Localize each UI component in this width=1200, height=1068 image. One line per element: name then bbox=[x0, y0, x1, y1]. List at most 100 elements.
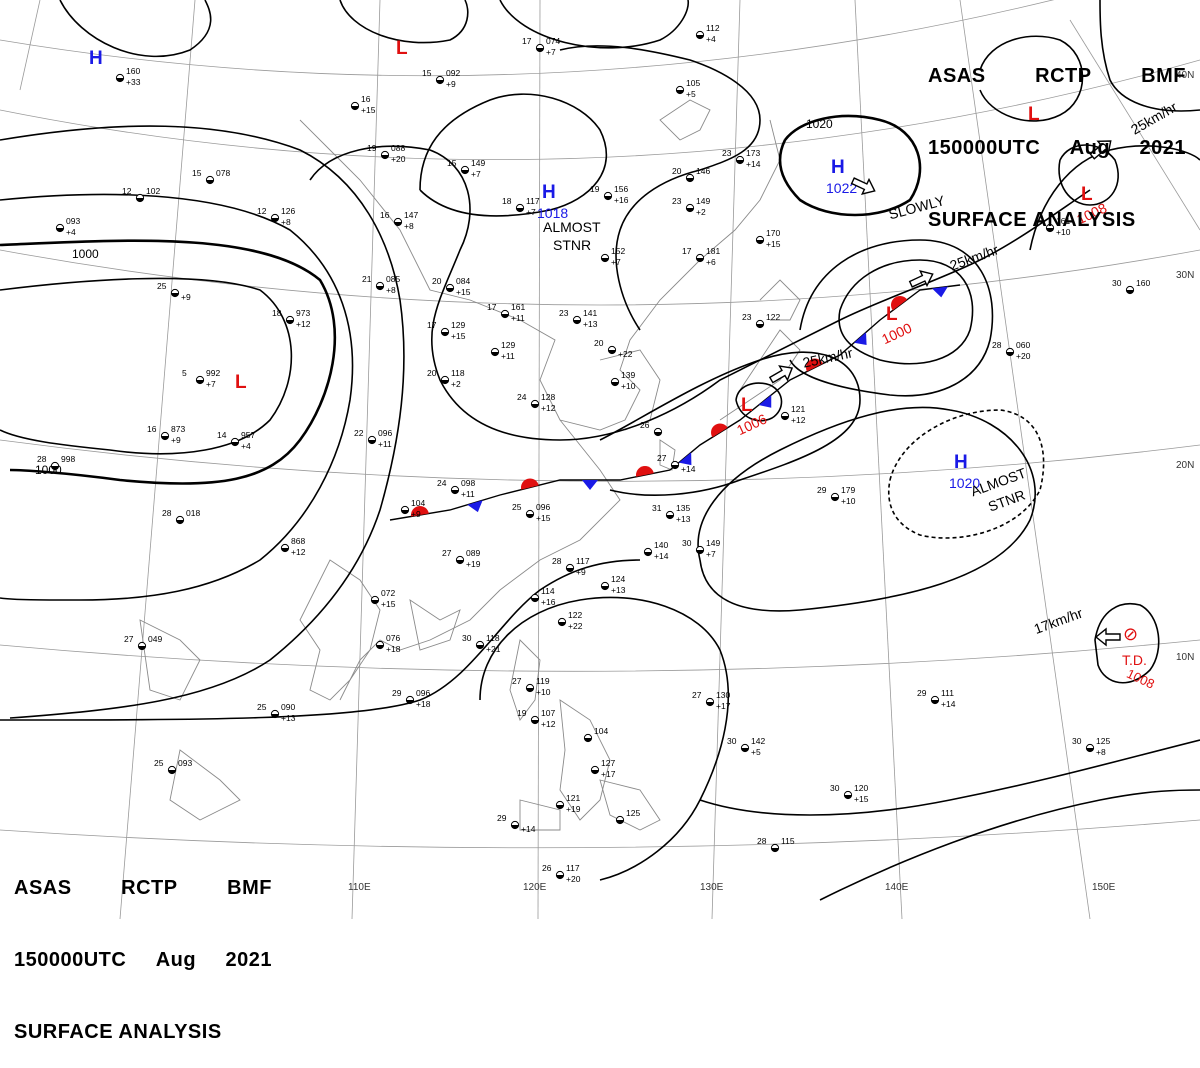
cloud-cover-icon bbox=[116, 78, 124, 82]
center-pressure: 1006 bbox=[734, 410, 769, 438]
isobars: 1000 1000 1020 bbox=[0, 0, 1200, 901]
station-temperature: 20 bbox=[432, 276, 442, 286]
station-pressure: 104 bbox=[411, 498, 425, 508]
station-pressure: 973 bbox=[296, 308, 310, 318]
station-temperature: 29 bbox=[817, 485, 827, 495]
station-temperature: 19 bbox=[367, 143, 377, 153]
station-report: 27 119+10 bbox=[512, 676, 551, 697]
chart-title-bottom: ASAS RCTP BMF 150000UTC Aug 2021 SURFACE… bbox=[14, 828, 272, 1068]
station-tendency: +13 bbox=[676, 514, 691, 524]
cloud-cover-icon bbox=[931, 700, 939, 704]
coastline bbox=[519, 799, 561, 831]
isobar bbox=[0, 559, 641, 721]
station-tendency: +18 bbox=[416, 699, 431, 709]
cloud-cover-icon bbox=[608, 350, 616, 354]
station-tendency: +11 bbox=[511, 313, 525, 323]
isobar bbox=[888, 409, 1045, 539]
station-report: 16+15 bbox=[350, 94, 376, 115]
station-pressure: 152 bbox=[611, 246, 625, 256]
isobar bbox=[499, 0, 689, 49]
cloud-cover-icon bbox=[601, 586, 609, 590]
cloud-cover-icon bbox=[401, 510, 409, 514]
station-report: 17 161+11 bbox=[487, 302, 525, 323]
movement-arrow-icon bbox=[768, 365, 794, 384]
station-pressure: 146 bbox=[696, 166, 710, 176]
station-report: 24 098+11 bbox=[437, 478, 475, 499]
station-pressure: 868 bbox=[291, 536, 305, 546]
station-pressure: 124 bbox=[611, 574, 625, 584]
cloud-cover-icon bbox=[1086, 748, 1094, 752]
station-temperature: 28 bbox=[37, 454, 47, 464]
station-temperature: 23 bbox=[559, 308, 569, 318]
station-tendency: +11 bbox=[501, 351, 515, 361]
latitude-label: 10N bbox=[1176, 652, 1194, 663]
station-report: 23 141+13 bbox=[559, 308, 598, 329]
isobar bbox=[979, 35, 1084, 122]
high-pressure-center: H bbox=[89, 48, 103, 69]
station-report: 27 +14 bbox=[657, 453, 696, 474]
station-pressure: 135 bbox=[676, 503, 690, 513]
lat-lon-grid: 110E 120E 130E 140E 150E 40N 30N 20N 10N bbox=[0, 0, 1200, 919]
station-pressure: 149 bbox=[706, 538, 720, 548]
longitude-label: 140E bbox=[885, 882, 909, 893]
station-tendency: +2 bbox=[696, 207, 706, 217]
cloud-cover-icon bbox=[171, 293, 179, 297]
station-report: 17 129+15 bbox=[427, 320, 466, 341]
station-tendency: +18 bbox=[386, 644, 401, 654]
station-temperature: 30 bbox=[830, 783, 840, 793]
station-temperature: 30 bbox=[682, 538, 692, 548]
station-report: 114+16 bbox=[530, 586, 556, 607]
isobar bbox=[59, 0, 212, 58]
station-report: 072+15 bbox=[370, 588, 396, 609]
station-report: 140+14 bbox=[643, 540, 669, 561]
station-pressure: 093 bbox=[66, 216, 80, 226]
station-report: 15 092+9 bbox=[422, 68, 460, 89]
cloud-cover-icon bbox=[1006, 352, 1014, 356]
high-pressure-center: H 1020 bbox=[949, 452, 980, 491]
title-line-1: ASAS RCTP BMF bbox=[14, 876, 272, 900]
low-pressure-center: L bbox=[235, 372, 247, 393]
station-temperature: 15 bbox=[192, 168, 202, 178]
meridian-line bbox=[1069, 19, 1200, 231]
station-pressure: 142 bbox=[751, 736, 765, 746]
station-report: 12 102 bbox=[122, 186, 160, 203]
station-report: 121+19 bbox=[555, 793, 581, 814]
station-pressure: 117 bbox=[566, 863, 580, 873]
isobar bbox=[0, 277, 293, 455]
station-report: 22 096+11 bbox=[354, 428, 392, 449]
title-agency: ASAS bbox=[928, 65, 986, 87]
speed-note: 17km/hr bbox=[1032, 605, 1085, 637]
cloud-cover-icon bbox=[1046, 228, 1054, 232]
longitude-label: 150E bbox=[1092, 882, 1116, 893]
station-temperature: 18 bbox=[502, 196, 512, 206]
cloud-cover-icon bbox=[601, 258, 609, 262]
td-label: T.D. bbox=[1122, 652, 1147, 668]
cloud-cover-icon bbox=[654, 432, 662, 436]
station-pressure: 127 bbox=[601, 758, 615, 768]
station-temperature: 24 bbox=[437, 478, 447, 488]
isobar-label: 1020 bbox=[806, 117, 833, 131]
station-report: 15 078 bbox=[192, 168, 230, 185]
station-tendency: +19 bbox=[466, 559, 481, 569]
station-temperature: 25 bbox=[154, 758, 164, 768]
station-report: 5 992+7 bbox=[182, 368, 220, 389]
low-symbol: L bbox=[396, 38, 408, 59]
title-product: SURFACE ANALYSIS bbox=[928, 209, 1136, 231]
station-pressure: 121 bbox=[791, 404, 805, 414]
cloud-cover-icon bbox=[381, 155, 389, 159]
parallel-line bbox=[0, 249, 1200, 306]
cloud-cover-icon bbox=[591, 770, 599, 774]
cloud-cover-icon bbox=[573, 320, 581, 324]
station-pressure: 139 bbox=[621, 370, 635, 380]
cloud-cover-icon bbox=[781, 416, 789, 420]
station-pressure: 128 bbox=[541, 392, 555, 402]
station-report: 105+5 bbox=[675, 78, 700, 99]
station-tendency: +15 bbox=[766, 239, 781, 249]
cloud-cover-icon bbox=[271, 714, 279, 718]
station-pressure: 117 bbox=[576, 556, 590, 566]
station-report: 31 135+13 bbox=[652, 503, 691, 524]
cloud-cover-icon bbox=[376, 645, 384, 649]
station-report: 30 142+5 bbox=[727, 736, 765, 757]
station-tendency: +13 bbox=[281, 713, 296, 723]
station-pressure: 141 bbox=[583, 308, 597, 318]
